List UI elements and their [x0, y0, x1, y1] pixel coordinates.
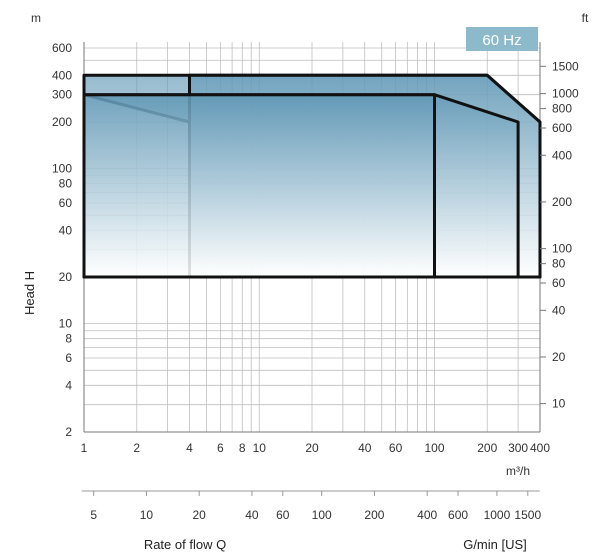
x-secondary-tick-label: 10: [140, 508, 154, 522]
x-tick-label: 8: [239, 441, 246, 455]
y-right-tick-label: 80: [552, 257, 566, 271]
x-primary-unit: m³/h: [506, 464, 530, 478]
x-tick-label: 100: [424, 441, 444, 455]
x-axis-title: Rate of flow Q: [144, 537, 226, 552]
y-right-tick-label: 800: [552, 102, 572, 116]
performance-envelope-4: [82, 93, 436, 279]
y-right-tick-label: 1500: [552, 59, 579, 73]
x-tick-label: 400: [530, 441, 550, 455]
right-unit-label: ft: [582, 11, 589, 25]
x-tick-label: 1: [81, 441, 88, 455]
y-right-tick-label: 400: [552, 148, 572, 162]
x-tick-label: 6: [217, 441, 224, 455]
y-right-tick-label: 10: [552, 397, 566, 411]
x-secondary-tick-label: 1000: [484, 508, 511, 522]
y-left-tick-label: 10: [59, 317, 73, 331]
x-tick-label: 200: [477, 441, 497, 455]
x-secondary-tick-label: 5: [90, 508, 97, 522]
x-tick-label: 2: [133, 441, 140, 455]
y-right-tick-label: 1000: [552, 87, 579, 101]
frequency-badge: [466, 27, 538, 51]
x-tick-label: 20: [305, 441, 319, 455]
y-left-tick-label: 400: [52, 68, 72, 82]
x-secondary-tick-label: 60: [276, 508, 290, 522]
x-secondary-tick-label: 100: [312, 508, 332, 522]
y-left-tick-label: 80: [59, 177, 73, 191]
x-secondary-tick-label: 200: [364, 508, 384, 522]
left-unit-label: m: [31, 11, 41, 25]
y-right-tick-label: 600: [552, 121, 572, 135]
y-left-tick-label: 8: [65, 332, 72, 346]
y-right-tick-label: 20: [552, 350, 566, 364]
x-tick-label: 40: [358, 441, 372, 455]
y-left-tick-label: 40: [59, 223, 73, 237]
x-secondary-axis-title: G/min [US]: [463, 537, 527, 552]
y-right-tick-label: 60: [552, 276, 566, 290]
y-right-tick-label: 100: [552, 242, 572, 256]
y-right-tick-label: 200: [552, 195, 572, 209]
y-left-tick-label: 60: [59, 196, 73, 210]
x-tick-label: 4: [186, 441, 193, 455]
x-tick-label: 10: [253, 441, 267, 455]
x-tick-label: 300: [508, 441, 528, 455]
x-secondary-tick-label: 600: [448, 508, 468, 522]
y-left-tick-label: 100: [52, 162, 72, 176]
x-secondary-tick-label: 40: [245, 508, 259, 522]
y-left-tick-label: 6: [65, 351, 72, 365]
performance-areas: [82, 73, 542, 279]
y-left-tick-label: 200: [52, 115, 72, 129]
x-tick-label: 60: [389, 441, 403, 455]
frequency-badge-text: 60 Hz: [482, 32, 521, 49]
y-left-tick-label: 4: [65, 378, 72, 392]
y-right-tick-label: 40: [552, 303, 566, 317]
x-secondary-tick-label: 20: [193, 508, 207, 522]
y-left-tick-label: 2: [65, 425, 72, 439]
x-secondary-tick-label: 400: [417, 508, 437, 522]
x-secondary-tick-label: 1500: [514, 508, 541, 522]
y-axis-title: Head H: [22, 271, 37, 315]
y-left-tick-label: 300: [52, 88, 72, 102]
y-left-tick-label: 20: [59, 270, 73, 284]
y-left-tick-label: 600: [52, 41, 72, 55]
